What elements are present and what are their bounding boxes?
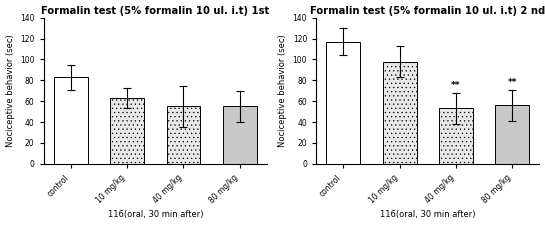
Bar	[223, 106, 257, 164]
Title: Formalin test (5% formalin 10 ul. i.t) 2 nd: Formalin test (5% formalin 10 ul. i.t) 2…	[310, 6, 545, 16]
Text: **: **	[451, 81, 461, 90]
X-axis label: 116(oral, 30 min after): 116(oral, 30 min after)	[380, 210, 476, 219]
Text: **: **	[507, 78, 517, 87]
Y-axis label: Nociceptive behavior (sec): Nociceptive behavior (sec)	[5, 34, 15, 147]
Bar	[439, 108, 473, 164]
Bar	[167, 106, 201, 164]
Bar	[54, 77, 88, 164]
Bar	[383, 62, 416, 164]
Bar	[326, 42, 360, 164]
Y-axis label: Nociceptive behavior (sec): Nociceptive behavior (sec)	[278, 34, 287, 147]
Bar	[495, 105, 529, 164]
Title: Formalin test (5% formalin 10 ul. i.t) 1st: Formalin test (5% formalin 10 ul. i.t) 1…	[41, 6, 269, 16]
Bar	[110, 98, 144, 164]
X-axis label: 116(oral, 30 min after): 116(oral, 30 min after)	[107, 210, 203, 219]
